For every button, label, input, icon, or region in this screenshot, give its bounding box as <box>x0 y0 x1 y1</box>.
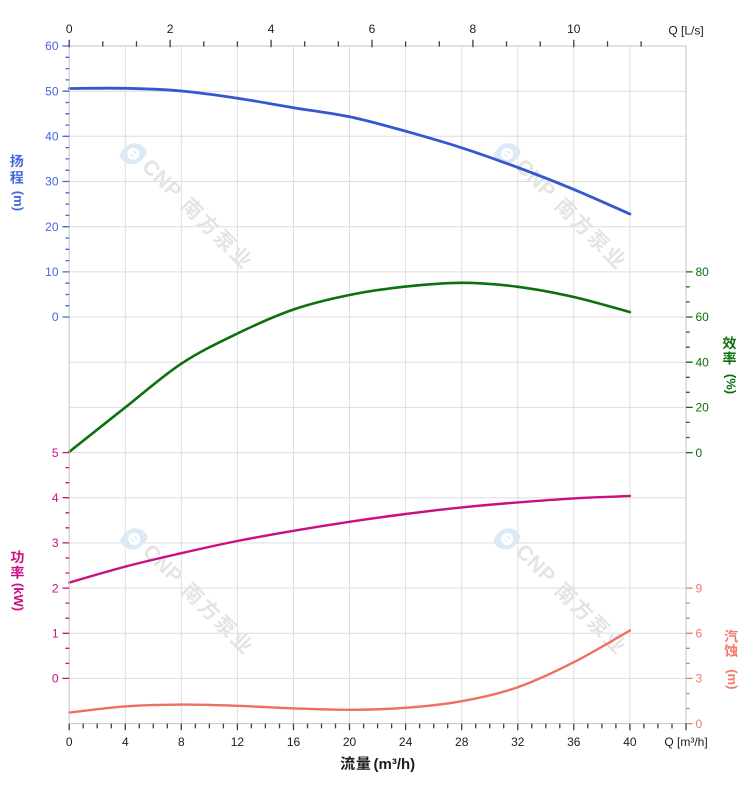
svg-text:2: 2 <box>167 22 174 36</box>
svg-text:5: 5 <box>52 446 59 460</box>
svg-text:Q [L/s]: Q [L/s] <box>668 24 703 38</box>
svg-text:4: 4 <box>268 22 275 36</box>
svg-text:20: 20 <box>343 735 357 749</box>
svg-text:30: 30 <box>45 175 59 189</box>
svg-text:6: 6 <box>696 627 703 641</box>
svg-text:(%): (%) <box>723 374 738 394</box>
svg-text:20: 20 <box>696 401 710 415</box>
svg-text:8: 8 <box>470 22 477 36</box>
svg-text:(m³/h): (m³/h) <box>374 756 416 773</box>
svg-text:60: 60 <box>696 310 710 324</box>
svg-text:20: 20 <box>45 220 59 234</box>
svg-text:1: 1 <box>52 627 59 641</box>
svg-text:0: 0 <box>66 735 73 749</box>
svg-text:(m): (m) <box>11 191 26 211</box>
svg-text:40: 40 <box>623 735 637 749</box>
svg-text:2: 2 <box>52 581 59 595</box>
svg-text:3: 3 <box>696 672 703 686</box>
svg-text:16: 16 <box>287 735 301 749</box>
svg-text:80: 80 <box>696 265 710 279</box>
svg-text:9: 9 <box>696 581 703 595</box>
svg-text:40: 40 <box>696 355 710 369</box>
svg-text:0: 0 <box>696 446 703 460</box>
svg-text:0: 0 <box>66 22 73 36</box>
svg-text:12: 12 <box>231 735 245 749</box>
svg-text:6: 6 <box>369 22 376 36</box>
svg-text:24: 24 <box>399 735 413 749</box>
svg-text:0: 0 <box>696 717 703 731</box>
svg-text:32: 32 <box>511 735 525 749</box>
svg-text:60: 60 <box>45 39 59 53</box>
svg-text:0: 0 <box>52 672 59 686</box>
svg-text:36: 36 <box>567 735 581 749</box>
svg-text:(kW): (kW) <box>11 583 26 611</box>
svg-text:10: 10 <box>567 22 581 36</box>
svg-text:(m): (m) <box>725 669 740 689</box>
svg-text:50: 50 <box>45 84 59 98</box>
svg-text:28: 28 <box>455 735 469 749</box>
svg-text:4: 4 <box>52 491 59 505</box>
svg-text:Q [m³/h]: Q [m³/h] <box>664 735 707 749</box>
svg-text:4: 4 <box>122 735 129 749</box>
svg-text:10: 10 <box>45 265 59 279</box>
svg-text:40: 40 <box>45 130 59 144</box>
svg-text:8: 8 <box>178 735 185 749</box>
svg-text:0: 0 <box>52 310 59 324</box>
svg-text:3: 3 <box>52 536 59 550</box>
